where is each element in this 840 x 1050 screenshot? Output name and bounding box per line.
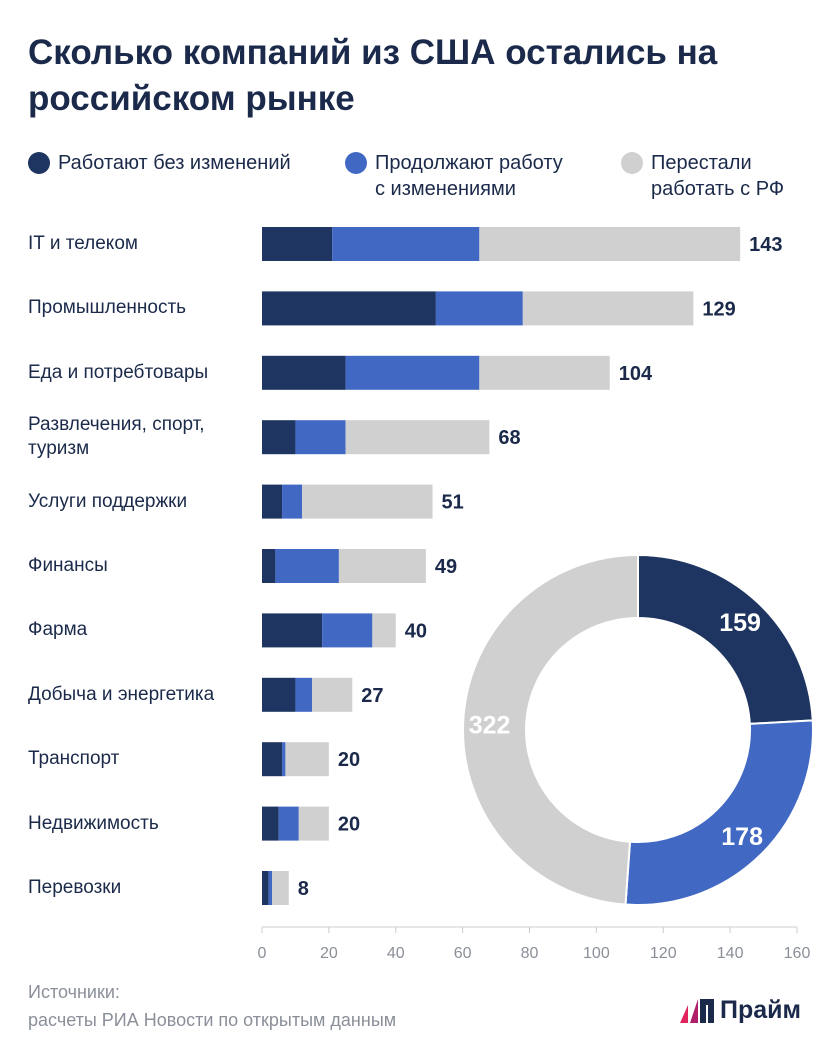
- bar-segment: [262, 227, 333, 261]
- x-tick-label: 40: [387, 945, 405, 962]
- legend-marker: [621, 152, 643, 174]
- bar-segment: [298, 806, 329, 841]
- x-tick-label: 120: [650, 945, 677, 962]
- source-note: Источники: расчеты РИА Новости по открыт…: [28, 982, 397, 1030]
- category-label: Перевозки: [28, 877, 122, 898]
- bar-segment: [278, 806, 299, 841]
- category-label: Развлечения, спорт, туризм: [28, 414, 205, 460]
- bar-segment: [302, 484, 433, 519]
- chart-title: Сколько компаний из США остались на росс…: [28, 33, 718, 118]
- x-tick-label: 100: [583, 945, 610, 962]
- bar-segment: [282, 742, 286, 777]
- category-label: Добыча и энергетика: [28, 683, 215, 705]
- bar-segment: [338, 549, 426, 583]
- legend-label: Работают без изменений: [58, 152, 291, 174]
- bar-segment: [262, 806, 279, 841]
- legend-marker: [28, 152, 50, 174]
- bar-segment: [282, 484, 303, 519]
- bar-segment: [262, 742, 283, 777]
- donut-label: 178: [721, 823, 763, 851]
- legend-label: Перестали работать с РФ: [651, 152, 785, 200]
- x-tick-label: 60: [454, 945, 472, 962]
- bar-segment: [268, 871, 273, 905]
- category-label: Еда и потребтовары: [28, 361, 209, 383]
- bar-segment: [262, 549, 276, 583]
- logo-icon: [680, 998, 714, 1023]
- bar-segment: [275, 549, 339, 583]
- x-tick-label: 80: [521, 945, 539, 962]
- bar-segment: [295, 677, 313, 712]
- total-label: 40: [405, 620, 427, 642]
- total-label: 20: [338, 749, 360, 771]
- total-label: 8: [298, 878, 309, 900]
- x-tick-label: 140: [717, 945, 744, 962]
- bar-segment: [345, 420, 490, 455]
- donut-label: 322: [469, 712, 511, 740]
- logo-text: Прайм: [720, 996, 802, 1024]
- category-label: Промышленность: [28, 297, 187, 319]
- bar-segment: [312, 677, 353, 712]
- bar-segment: [435, 291, 523, 326]
- total-label: 143: [749, 234, 782, 256]
- bar-segment: [322, 613, 373, 648]
- bar-segment: [262, 677, 296, 712]
- category-label: Финансы: [28, 555, 108, 576]
- bar-segment: [262, 484, 283, 519]
- total-label: 27: [361, 685, 383, 707]
- x-tick-label: 0: [258, 945, 267, 962]
- bar-segment: [479, 227, 741, 261]
- category-label: Услуги поддержки: [28, 490, 188, 512]
- total-label: 68: [498, 427, 520, 449]
- x-tick-label: 160: [784, 945, 811, 962]
- total-label: 129: [702, 298, 735, 320]
- bar-segment: [522, 291, 694, 326]
- total-label: 49: [435, 556, 457, 578]
- bar-segment: [262, 613, 323, 648]
- donut-label: 159: [719, 609, 761, 637]
- bar-segment: [262, 291, 436, 326]
- total-label: 104: [619, 363, 653, 385]
- bar-segment: [372, 613, 396, 648]
- total-label: 51: [442, 492, 464, 514]
- bar-segment: [285, 742, 329, 777]
- bar-segment: [272, 871, 289, 905]
- bar-segment: [262, 871, 269, 905]
- bar-segment: [295, 420, 346, 455]
- bar-segment: [262, 420, 296, 455]
- donut-slice: [637, 553, 814, 725]
- category-label: Недвижимость: [28, 812, 159, 834]
- bar-segment: [262, 355, 346, 390]
- category-label: IT и телеком: [28, 233, 138, 254]
- total-label: 20: [338, 814, 360, 836]
- category-label: Транспорт: [28, 748, 120, 770]
- donut-slice: [624, 719, 814, 906]
- logo: Прайм: [680, 996, 801, 1025]
- legend-marker: [345, 152, 367, 174]
- x-tick-label: 20: [320, 945, 338, 962]
- bar-segment: [332, 227, 480, 261]
- category-label: Фарма: [28, 619, 88, 641]
- bar-segment: [479, 355, 610, 390]
- legend-label: Продолжают работу с изменениями: [375, 152, 563, 200]
- bar-segment: [345, 355, 480, 390]
- donut-slice: [461, 553, 639, 906]
